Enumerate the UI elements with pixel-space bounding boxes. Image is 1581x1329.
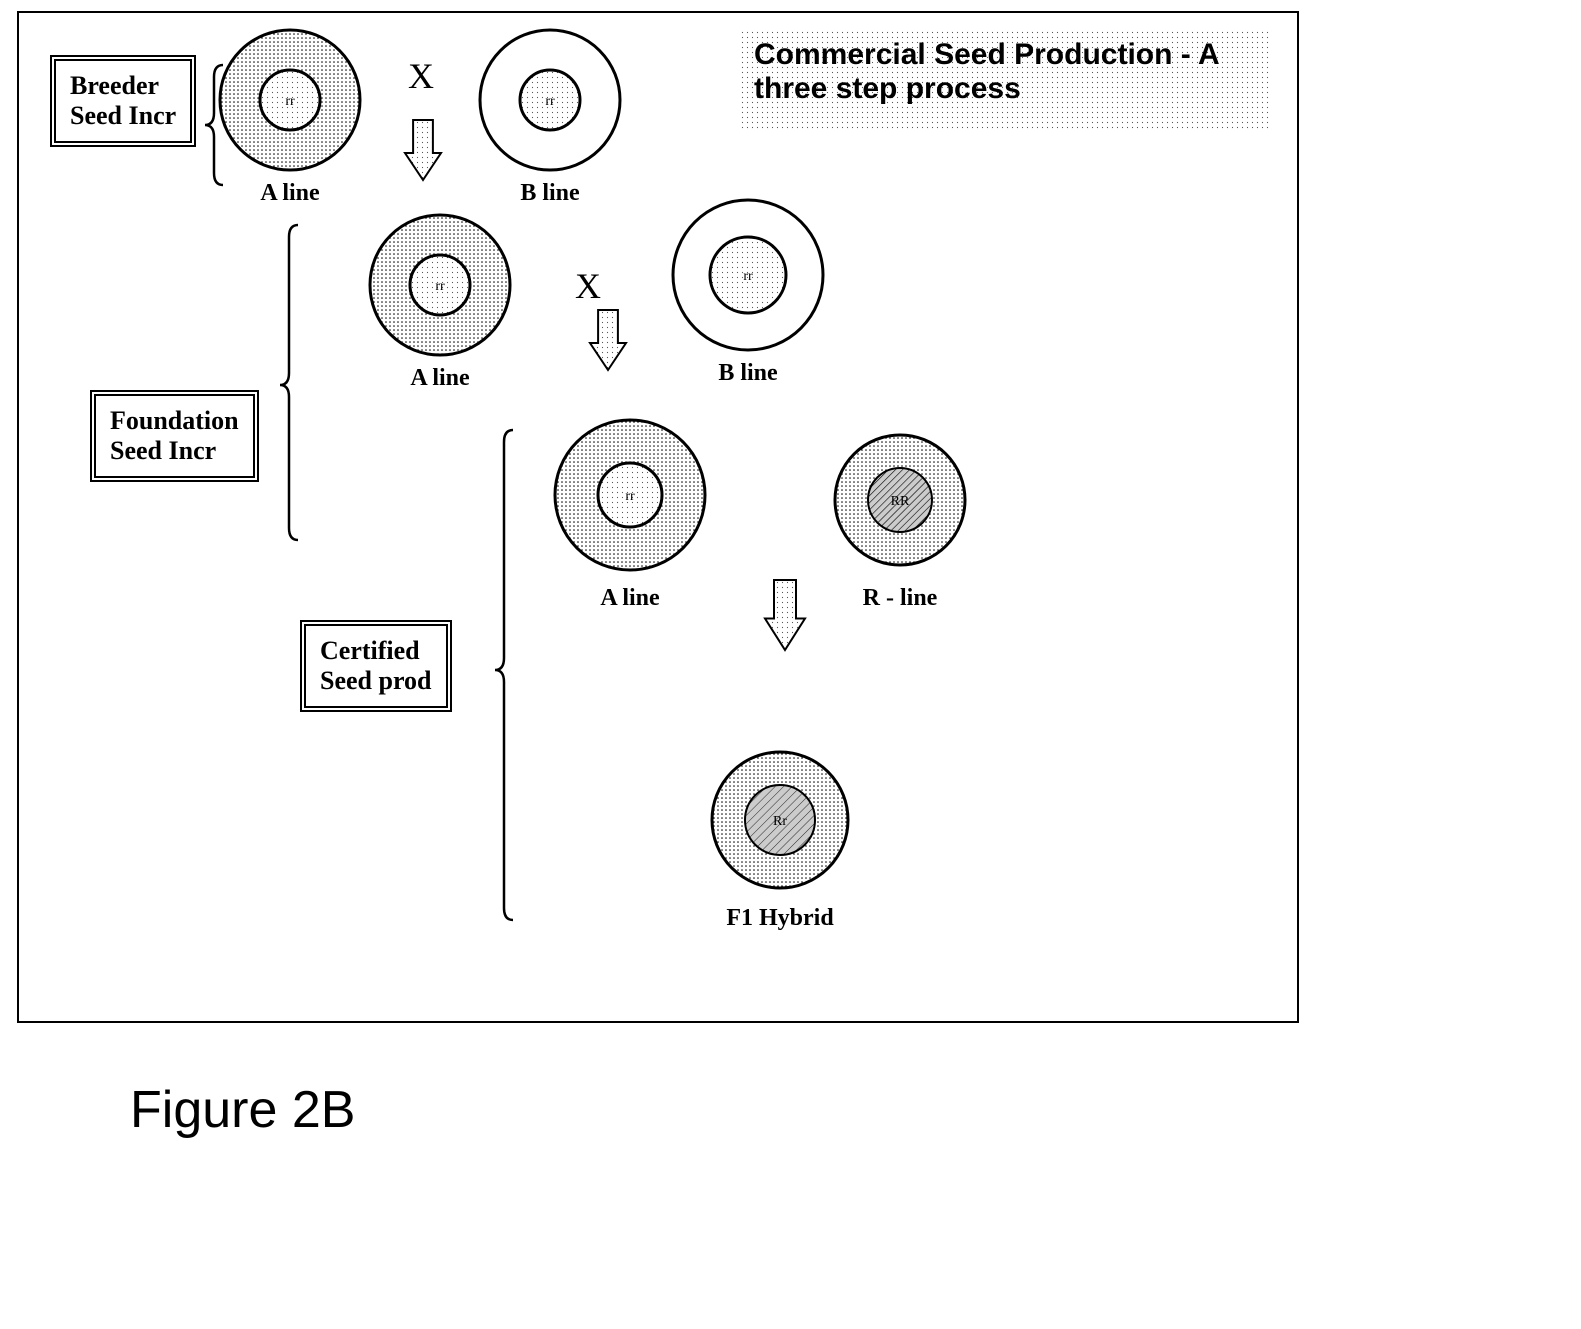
down-arrow-0: [405, 120, 441, 180]
brace-2: [495, 430, 513, 920]
cell-b1: rr: [480, 30, 620, 170]
brace-0: [205, 65, 223, 185]
cell-r: RR: [835, 435, 965, 565]
genotype-f1: Rr: [773, 814, 787, 829]
brace-1: [280, 225, 298, 540]
stage-label-breeder: BreederSeed Incr: [50, 55, 196, 147]
cell-b2: rr: [673, 200, 823, 350]
cell-label-b2: B line: [678, 360, 818, 387]
stage-label-certified: CertifiedSeed prod: [300, 620, 452, 712]
down-arrow-1: [590, 310, 626, 370]
cell-label-r: R - line: [830, 585, 970, 612]
stage-label-foundation: FoundationSeed Incr: [90, 390, 259, 482]
genotype-r: RR: [891, 494, 910, 509]
cross-symbol-0: X: [408, 55, 434, 97]
cross-symbol-1: X: [575, 265, 601, 307]
genotype-a3: rr: [625, 489, 635, 504]
title-box: Commercial Seed Production - A three ste…: [740, 30, 1270, 114]
genotype-b1: rr: [545, 94, 555, 109]
cell-label-a2: A line: [370, 365, 510, 392]
genotype-b2: rr: [743, 269, 753, 284]
cell-a2: rr: [370, 215, 510, 355]
cell-a3: rr: [555, 420, 705, 570]
figure-label: Figure 2B: [130, 1080, 355, 1140]
cell-label-a3: A line: [560, 585, 700, 612]
genotype-a1: rr: [285, 94, 295, 109]
cell-a1: rr: [220, 30, 360, 170]
down-arrow-2: [765, 580, 805, 650]
cell-label-a1: A line: [220, 180, 360, 207]
cell-label-f1: F1 Hybrid: [710, 905, 850, 932]
cell-label-b1: B line: [480, 180, 620, 207]
genotype-a2: rr: [435, 279, 445, 294]
cell-f1: Rr: [712, 752, 848, 888]
